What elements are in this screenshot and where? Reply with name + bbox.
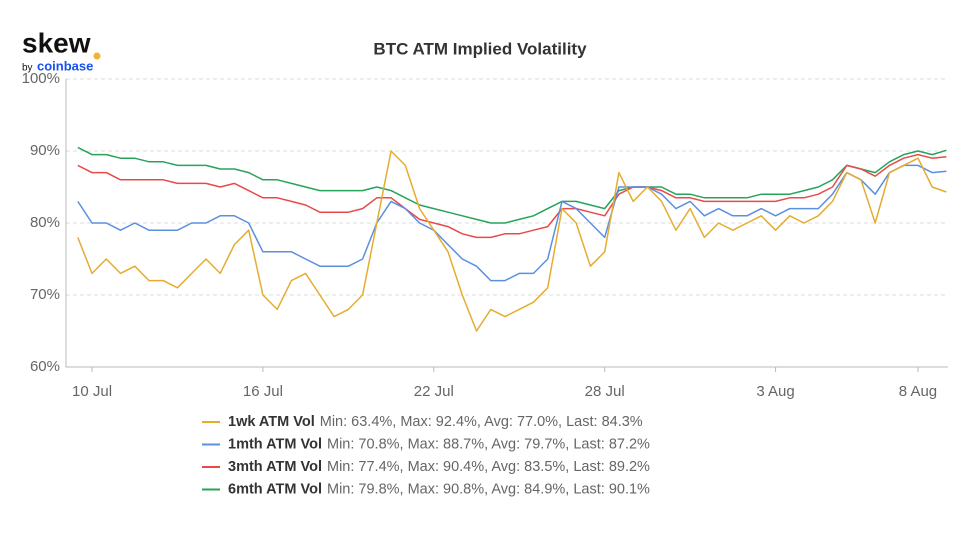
- y-tick-label: 100%: [22, 70, 60, 87]
- legend-stats: Min: 63.4%, Max: 92.4%, Avg: 77.0%, Last…: [320, 414, 643, 430]
- legend-stats: Min: 77.4%, Max: 90.4%, Avg: 83.5%, Last…: [327, 459, 650, 475]
- series-line: [77, 146, 947, 224]
- x-tick-label: 8 Aug: [899, 383, 937, 400]
- legend-name: 3mth ATM Vol: [228, 459, 322, 475]
- y-tick-label: 70%: [30, 286, 60, 303]
- logo-name: skew: [22, 27, 91, 58]
- series-line: [77, 164, 947, 282]
- legend-name: 1mth ATM Vol: [228, 436, 322, 452]
- x-tick-label: 16 Jul: [243, 383, 283, 400]
- y-tick-label: 60%: [30, 358, 60, 375]
- legend-entry: 6mth ATM Vol Min: 79.8%, Max: 90.8%, Avg:…: [228, 481, 650, 497]
- chart-title: BTC ATM Implied Volatility: [373, 39, 587, 58]
- logo-brand: coinbase: [37, 58, 93, 73]
- legend-stats: Min: 70.8%, Max: 88.7%, Avg: 79.7%, Last…: [327, 436, 650, 452]
- series-line: [77, 153, 947, 239]
- x-tick-label: 22 Jul: [414, 383, 454, 400]
- series-line: [77, 150, 947, 332]
- legend-name: 6mth ATM Vol: [228, 481, 322, 497]
- legend-name: 1wk ATM Vol: [228, 414, 315, 430]
- y-tick-label: 80%: [30, 214, 60, 231]
- y-tick-label: 90%: [30, 142, 60, 159]
- x-tick-label: 3 Aug: [756, 383, 794, 400]
- legend-entry: 3mth ATM Vol Min: 77.4%, Max: 90.4%, Avg:…: [228, 459, 650, 475]
- legend-entry: 1wk ATM Vol Min: 63.4%, Max: 92.4%, Avg: …: [228, 414, 643, 430]
- x-tick-label: 10 Jul: [72, 383, 112, 400]
- x-tick-label: 28 Jul: [585, 383, 625, 400]
- legend-stats: Min: 79.8%, Max: 90.8%, Avg: 84.9%, Last…: [327, 481, 650, 497]
- logo-dot: [93, 52, 101, 60]
- logo-byline: by: [22, 63, 33, 74]
- legend-entry: 1mth ATM Vol Min: 70.8%, Max: 88.7%, Avg:…: [228, 436, 650, 452]
